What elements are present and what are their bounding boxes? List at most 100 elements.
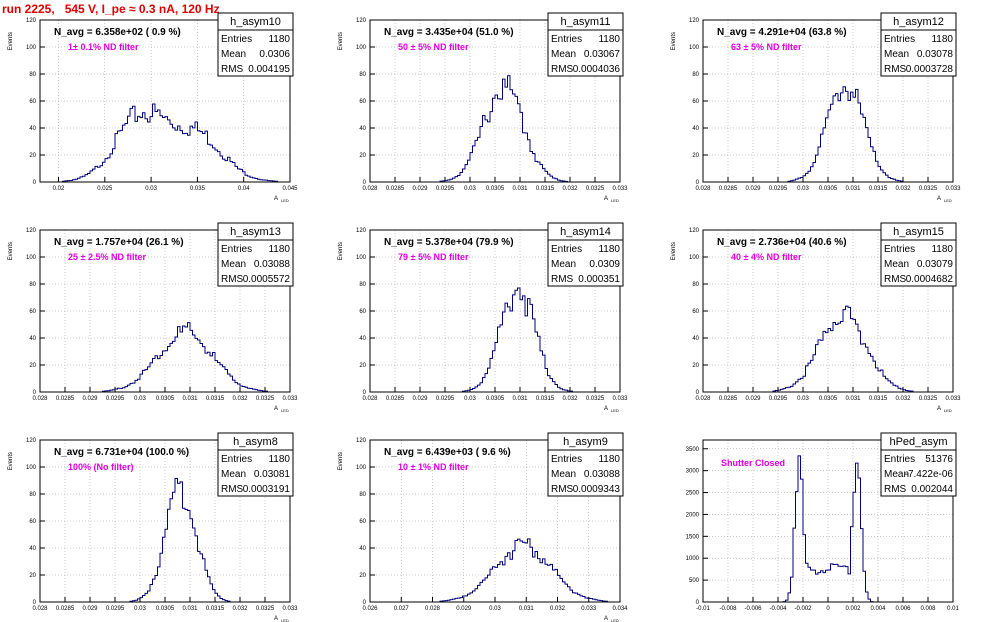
x-tick-label: 0.028	[362, 186, 378, 192]
x-tick-label: 0.045	[282, 186, 298, 192]
stats-key: Mean	[884, 259, 909, 270]
page-title: run 2225, 545 V, I_pe ≈ 0.3 nA, 120 Hz	[2, 2, 220, 16]
y-tick-label: 60	[359, 519, 366, 525]
y-axis-label: Events	[338, 242, 344, 260]
y-tick-label: 60	[29, 99, 36, 105]
stats-value: 0.03088	[254, 259, 291, 270]
x-tick-label: 0.033	[282, 396, 298, 402]
x-tick-label: 0.0295	[769, 396, 788, 402]
stats-key: Mean	[551, 49, 576, 60]
y-tick-label: 40	[29, 126, 36, 132]
stats-key: RMS	[221, 64, 244, 75]
y-tick-label: 40	[359, 336, 366, 342]
x-tick-label: 0.03	[797, 186, 809, 192]
y-tick-label: 120	[26, 438, 37, 444]
stats-box	[217, 29, 294, 77]
y-tick-label: 120	[689, 18, 700, 24]
stats-value: 0.0003191	[243, 484, 291, 495]
x-tick-label: 0.0325	[586, 186, 605, 192]
histogram-panel-h_asym10: 0.02 0.025 0.03 0.035 0.04 0.045 0 20 40 60 80 100 1…	[8, 12, 298, 203]
x-tick-label: 0.0325	[919, 396, 938, 402]
x-tick-label: 0.028	[695, 186, 711, 192]
x-tick-label: 0.03	[145, 186, 157, 192]
x-tick-label: 0.0285	[719, 186, 738, 192]
y-tick-label: 0	[696, 180, 700, 186]
y-tick-label: 60	[692, 309, 699, 315]
filter-annotation: 79 ± 5% ND filter	[398, 252, 469, 262]
x-tick-label: 0.029	[745, 396, 761, 402]
x-tick-label: 0.0305	[156, 396, 175, 402]
stats-key: RMS	[551, 484, 574, 495]
y-tick-label: 120	[26, 228, 37, 234]
stats-key: Entries	[551, 454, 582, 465]
stats-title: h_asym8	[233, 436, 278, 448]
x-tick-label: 0.028	[32, 606, 48, 612]
y-tick-label: 80	[29, 282, 36, 288]
filter-annotation: 25 ± 2.5% ND filter	[68, 252, 146, 262]
histogram-panel-h_asym13: 0.028 0.0285 0.029 0.0295 0.03 0.0305 0.031 0.0…	[8, 222, 298, 413]
x-tick-label: 0.0315	[206, 606, 225, 612]
x-tick-label: 0.026	[362, 606, 378, 612]
x-tick-label: 0.0305	[819, 186, 838, 192]
histogram-line	[40, 322, 290, 393]
x-tick-label: 0.033	[612, 186, 628, 192]
stats-value: 0.0009343	[573, 484, 621, 495]
y-tick-label: 3000	[686, 469, 700, 475]
x-tick-label: 0.032	[895, 396, 911, 402]
navg-label: N_avg = 4.291e+04 (63.8 %)	[717, 27, 847, 38]
stats-title: h_asym9	[563, 436, 608, 448]
filter-annotation: Shutter Closed	[721, 458, 785, 468]
y-tick-label: 20	[359, 573, 366, 579]
stats-box	[880, 449, 957, 497]
y-tick-label: 3500	[686, 447, 700, 453]
x-axis-label: A LED	[604, 406, 619, 413]
stats-value: 0.0004682	[906, 274, 954, 285]
stats-value: 51376	[925, 454, 953, 465]
histogram-line	[703, 305, 953, 393]
y-tick-label: 60	[29, 309, 36, 315]
x-tick-label: 0.0285	[56, 606, 75, 612]
x-tick-label: 0.033	[945, 396, 961, 402]
stats-key: Mean	[884, 49, 909, 60]
x-tick-label: 0.0285	[56, 396, 75, 402]
y-tick-label: 60	[692, 99, 699, 105]
stats-title: h_asym13	[230, 226, 281, 238]
y-tick-label: 20	[359, 153, 366, 159]
y-tick-label: 80	[692, 72, 699, 78]
histogram-panel-h_asym8: 0.028 0.0285 0.029 0.0295 0.03 0.0305 0.031 0.0…	[8, 432, 298, 622]
y-tick-label: 1000	[686, 556, 700, 562]
x-tick-label: 0.029	[456, 606, 472, 612]
y-tick-label: 40	[29, 546, 36, 552]
x-tick-label: -0.004	[769, 606, 787, 612]
filter-annotation: 100% (No filter)	[68, 462, 134, 472]
stats-value: 0.0306	[259, 49, 290, 60]
filter-annotation: 63 ± 5% ND filter	[731, 42, 802, 52]
y-tick-label: 20	[29, 363, 36, 369]
histogram-line	[370, 287, 620, 393]
stats-value: 0.0004036	[573, 64, 621, 75]
stats-key: RMS	[551, 64, 574, 75]
y-tick-label: 80	[29, 492, 36, 498]
x-tick-label: 0.03	[464, 186, 476, 192]
stats-key: RMS	[884, 274, 907, 285]
navg-label: N_avg = 6.731e+04 (100.0 %)	[54, 447, 189, 458]
y-tick-label: 20	[692, 363, 699, 369]
stats-value: 0.0005572	[243, 274, 291, 285]
x-tick-label: 0.0285	[386, 396, 405, 402]
y-tick-label: 100	[356, 465, 367, 471]
x-tick-label: 0.027	[394, 606, 410, 612]
y-tick-label: 0	[363, 600, 367, 606]
histogram-panel-h_asym11: 0.028 0.0285 0.029 0.0295 0.03 0.0305 0.031 0.0…	[338, 12, 628, 203]
x-axis-label-subscript: LED	[944, 198, 952, 203]
stats-title: h_asym14	[560, 226, 611, 238]
x-axis-label: A LED	[604, 196, 619, 203]
stats-value: 1180	[598, 244, 620, 255]
x-tick-label: 0.0315	[206, 396, 225, 402]
stats-value: 0.03079	[917, 259, 954, 270]
y-tick-label: 80	[359, 72, 366, 78]
y-tick-label: 80	[359, 492, 366, 498]
stats-value: 1180	[598, 34, 620, 45]
x-tick-label: 0.032	[895, 186, 911, 192]
y-tick-label: 100	[26, 255, 37, 261]
x-tick-label: 0.032	[562, 186, 578, 192]
